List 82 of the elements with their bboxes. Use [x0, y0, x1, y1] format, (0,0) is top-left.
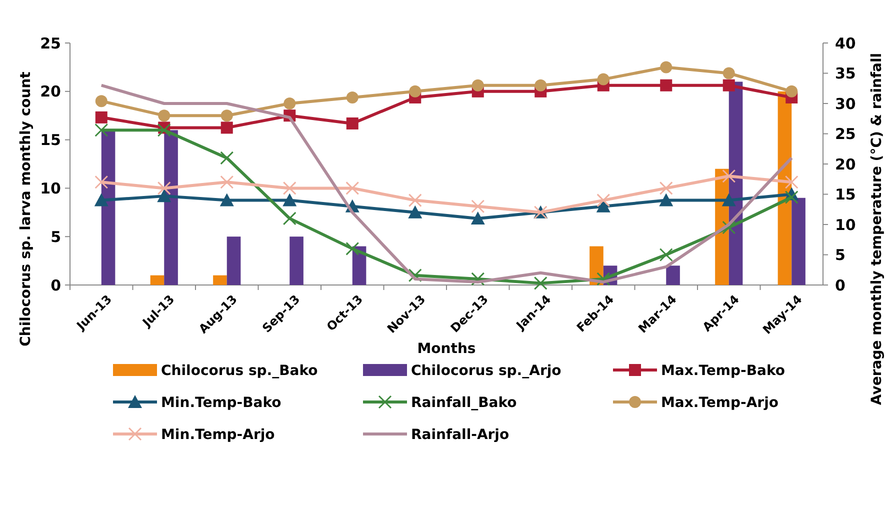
legend-label: Chilocorus sp._Bako — [161, 362, 318, 379]
legend-label: Min.Temp-Arjo — [161, 426, 276, 443]
y2-tick-label: 10 — [835, 216, 856, 234]
point — [157, 123, 171, 137]
point — [660, 79, 672, 92]
point — [471, 200, 485, 214]
point — [220, 151, 234, 165]
bar — [164, 130, 178, 285]
y2-tick-label: 20 — [835, 155, 856, 174]
point — [722, 67, 735, 80]
bar — [290, 236, 304, 285]
point — [597, 73, 610, 86]
y-tick-label: 0 — [50, 276, 61, 294]
point — [534, 79, 547, 92]
point — [220, 175, 234, 189]
point — [95, 95, 108, 108]
bar — [226, 236, 241, 285]
point — [784, 190, 798, 204]
y2-tick-label: 0 — [835, 276, 846, 294]
y2-tick-label: 40 — [835, 34, 856, 52]
point — [534, 276, 548, 290]
legend-label: Max.Temp-Bako — [661, 362, 786, 379]
point — [346, 181, 360, 195]
legend-label: Chilocorus sp._Arjo — [411, 362, 562, 379]
legend-label: Min.Temp-Bako — [161, 394, 282, 411]
point — [660, 61, 672, 74]
point — [220, 122, 233, 134]
point — [158, 110, 170, 122]
y-axis-title: Chilocorus sp. larva monthly count — [18, 71, 34, 346]
point — [659, 193, 674, 206]
y-tick-label: 15 — [40, 131, 61, 150]
y-tick-label: 5 — [50, 228, 61, 246]
legend-label: Max.Temp-Arjo — [661, 394, 779, 411]
point — [722, 193, 736, 206]
point — [408, 205, 422, 218]
point — [596, 194, 610, 208]
point — [157, 181, 171, 195]
point — [220, 110, 233, 122]
point — [284, 98, 296, 110]
y2-tick-label: 15 — [835, 186, 856, 204]
point — [659, 248, 673, 262]
line-series — [100, 84, 794, 284]
point — [94, 193, 108, 206]
point — [659, 181, 673, 195]
point — [94, 123, 108, 137]
point — [408, 194, 422, 208]
y2-axis-title: Average monthly temperature (°C) & rainfall — [869, 52, 885, 406]
point — [722, 79, 735, 92]
point — [470, 211, 485, 224]
point — [94, 175, 108, 189]
legend-label: Rainfall-Arjo — [411, 426, 510, 443]
point — [722, 220, 736, 234]
point — [282, 212, 296, 226]
bar — [666, 266, 680, 285]
bar — [792, 198, 806, 285]
bar — [150, 275, 164, 285]
point — [408, 268, 422, 282]
y-tick-label: 25 — [40, 34, 61, 52]
legend-label: Rainfall_Bako — [411, 394, 518, 411]
point — [346, 91, 358, 104]
point — [786, 85, 798, 98]
point — [472, 79, 484, 92]
point — [784, 175, 798, 189]
point — [471, 272, 485, 286]
point — [346, 117, 358, 130]
y2-tick-label: 30 — [835, 94, 856, 113]
bar — [213, 275, 227, 285]
point — [722, 169, 736, 183]
y-tick-label: 20 — [40, 82, 61, 101]
y2-tick-label: 35 — [835, 64, 856, 82]
y2-tick-label: 5 — [835, 246, 846, 264]
point — [346, 242, 360, 256]
point — [282, 181, 296, 195]
y-tick-label: 10 — [40, 179, 61, 198]
point — [409, 85, 422, 98]
y2-tick-label: 25 — [835, 125, 856, 143]
point — [95, 111, 108, 124]
point — [282, 193, 297, 206]
bar — [101, 130, 116, 285]
point — [220, 193, 234, 206]
point — [157, 189, 172, 202]
x-axis-title: Months — [417, 341, 476, 357]
